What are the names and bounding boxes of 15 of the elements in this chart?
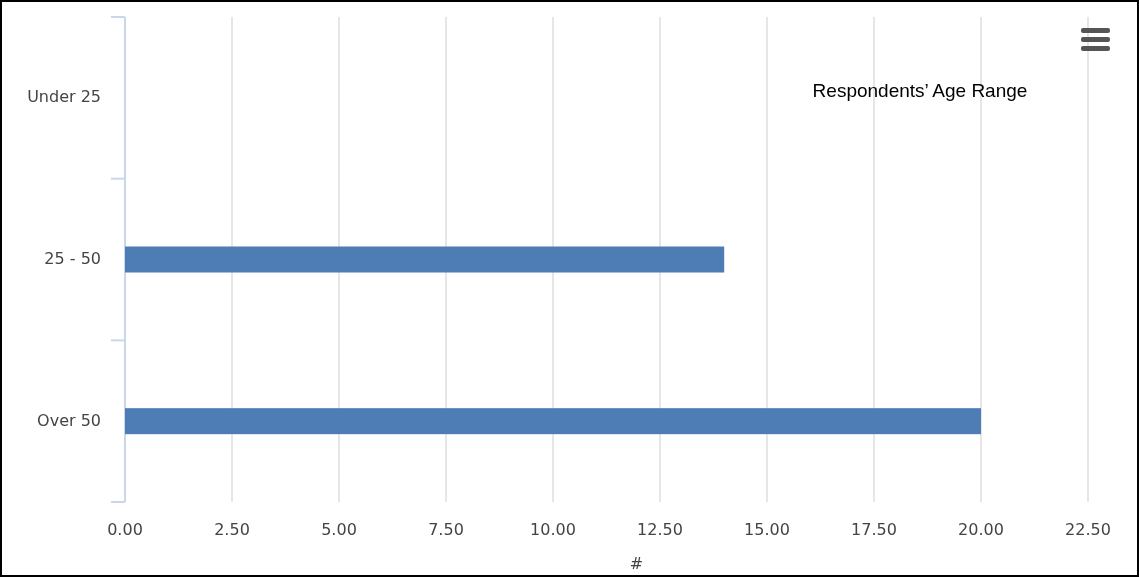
x-tick-label: 2.50 — [214, 520, 250, 539]
x-tick-label: 22.50 — [1065, 520, 1111, 539]
x-tick-label: 5.00 — [321, 520, 357, 539]
y-tick-label: 25 - 50 — [44, 249, 101, 268]
y-tick-label: Under 25 — [27, 87, 101, 107]
x-tick-label: 20.00 — [958, 520, 1004, 539]
x-tick-label: 0.00 — [107, 520, 143, 539]
y-tick-label: Over 50 — [37, 410, 101, 430]
x-tick-label: 17.50 — [851, 520, 897, 539]
x-tick-label: 12.50 — [637, 520, 683, 539]
x-tick-label: 7.50 — [428, 520, 464, 539]
x-tick-label: 15.00 — [744, 520, 790, 539]
x-tick-label: 10.00 — [530, 520, 576, 539]
text: Respondents’ Age Range — [812, 80, 1028, 101]
x-axis-title: # — [629, 554, 644, 573]
